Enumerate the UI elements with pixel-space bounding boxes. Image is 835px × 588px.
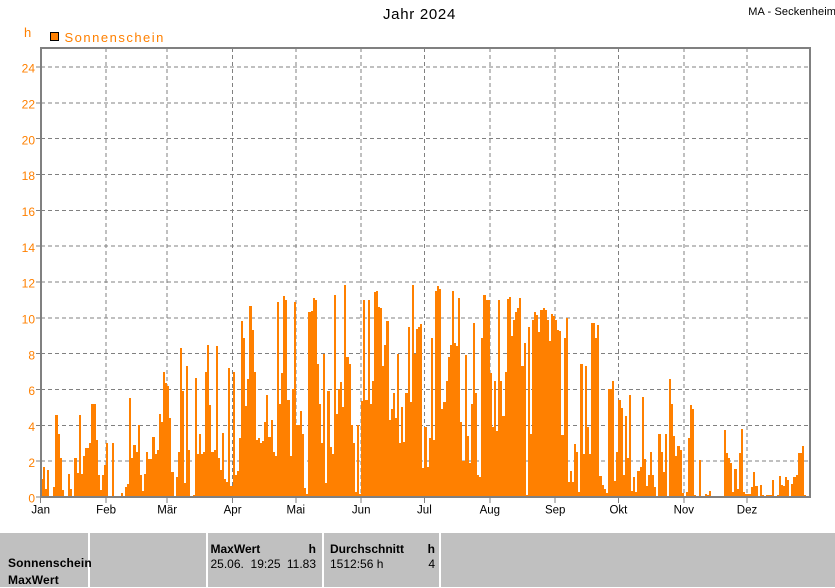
svg-text:10: 10 [22, 313, 36, 327]
svg-text:22: 22 [22, 98, 36, 112]
svg-text:24: 24 [22, 62, 36, 76]
svg-text:18: 18 [22, 169, 36, 183]
svg-text:Feb: Feb [96, 505, 116, 517]
svg-text:Sep: Sep [545, 505, 565, 517]
svg-text:20: 20 [22, 133, 36, 147]
svg-text:Nov: Nov [674, 505, 695, 517]
svg-text:12: 12 [22, 277, 36, 291]
svg-text:4: 4 [28, 420, 35, 434]
svg-text:Dez: Dez [737, 505, 758, 517]
svg-text:8: 8 [28, 348, 35, 362]
svg-text:Aug: Aug [480, 505, 500, 517]
svg-text:Mär: Mär [157, 505, 177, 517]
svg-text:0: 0 [28, 492, 35, 506]
svg-text:Jul: Jul [417, 505, 432, 517]
svg-text:6: 6 [28, 384, 35, 398]
svg-text:Okt: Okt [609, 505, 628, 517]
svg-text:Apr: Apr [224, 505, 242, 517]
svg-text:Jun: Jun [352, 505, 371, 517]
svg-text:2: 2 [28, 456, 35, 470]
svg-text:Mai: Mai [287, 505, 306, 517]
svg-text:16: 16 [22, 205, 36, 219]
svg-text:14: 14 [22, 241, 36, 255]
svg-text:Jan: Jan [31, 505, 50, 517]
